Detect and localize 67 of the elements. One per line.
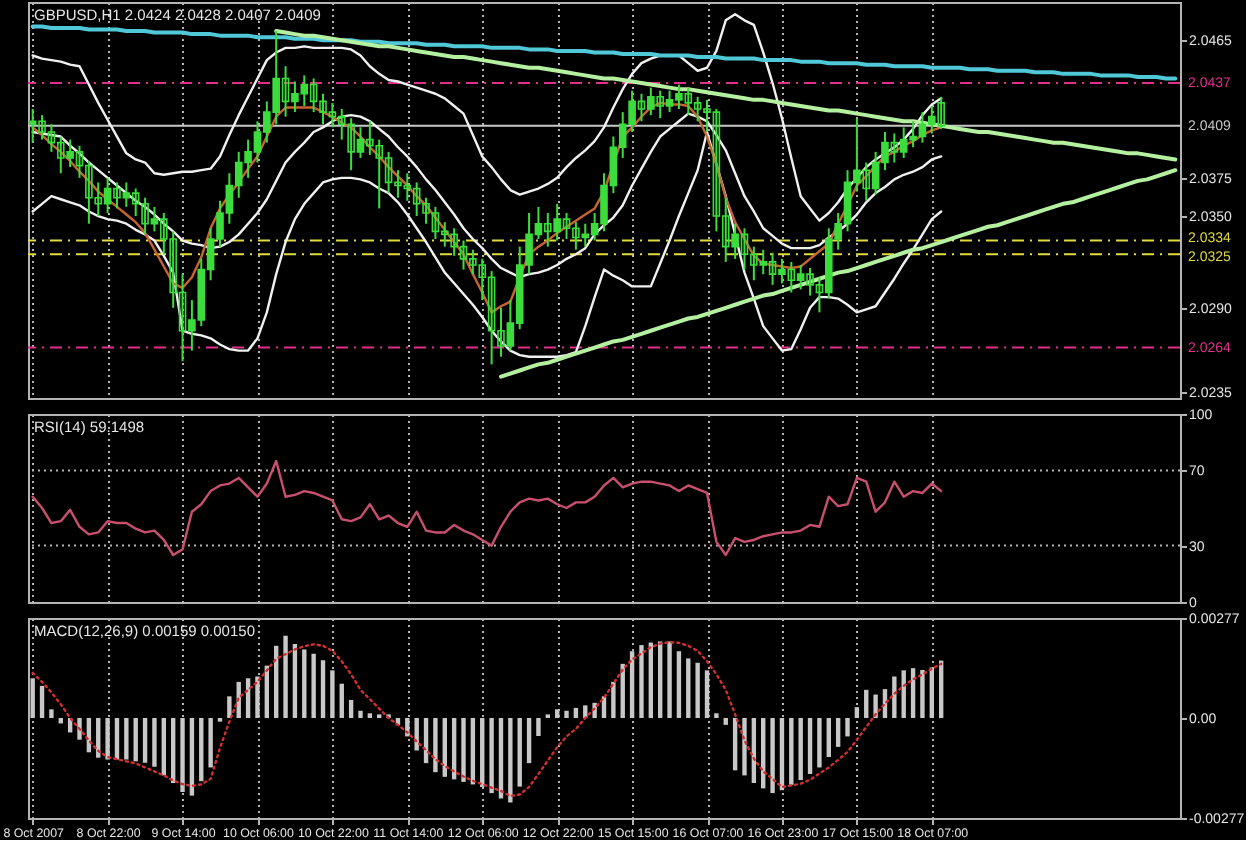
bar — [433, 718, 438, 773]
bar — [789, 718, 794, 785]
bar — [826, 718, 831, 757]
bar — [152, 718, 157, 767]
bar — [742, 718, 747, 776]
bar — [807, 718, 813, 774]
bar — [817, 718, 822, 768]
bar — [489, 718, 494, 794]
bar — [283, 635, 288, 718]
bar — [686, 658, 691, 718]
bar — [255, 676, 260, 718]
bar — [189, 718, 195, 796]
bar — [770, 718, 775, 794]
bar — [180, 718, 185, 793]
line-series — [498, 168, 1178, 379]
bar — [564, 710, 569, 718]
bar — [835, 718, 841, 747]
bar — [77, 718, 82, 740]
bar — [358, 710, 363, 718]
bar — [536, 718, 541, 737]
bar — [704, 670, 710, 718]
bar — [311, 653, 316, 718]
bar — [798, 718, 803, 781]
bar — [142, 718, 148, 763]
bar — [114, 718, 120, 760]
bar — [873, 694, 878, 718]
bar — [554, 709, 560, 718]
line-series — [30, 24, 1178, 81]
bar — [508, 718, 513, 803]
bar — [854, 707, 860, 718]
bar — [227, 696, 232, 718]
bar — [639, 645, 644, 718]
bar — [611, 681, 616, 718]
bar — [124, 718, 129, 760]
bar — [517, 718, 522, 787]
bar — [199, 718, 204, 782]
bar — [929, 667, 934, 718]
line-series — [31, 640, 943, 798]
bar — [573, 707, 579, 718]
line-series — [31, 13, 943, 222]
bar — [892, 676, 897, 718]
bar — [39, 685, 45, 718]
line-series — [31, 459, 943, 557]
bar — [414, 718, 419, 751]
bar — [339, 683, 344, 718]
bar — [845, 718, 850, 737]
bar — [667, 641, 672, 718]
bar — [461, 718, 466, 782]
bar — [30, 678, 35, 718]
bar — [348, 699, 354, 718]
bar — [49, 709, 54, 718]
line-series — [274, 29, 1178, 162]
bar — [105, 718, 110, 760]
bar — [695, 662, 700, 718]
line-series — [31, 112, 943, 279]
bar — [161, 718, 166, 776]
bar — [302, 649, 307, 718]
bar — [208, 718, 213, 768]
bar — [320, 660, 326, 718]
line-series — [31, 130, 943, 358]
bar — [723, 718, 728, 725]
bar — [864, 689, 869, 718]
bar — [133, 718, 138, 762]
bar — [676, 651, 682, 718]
bar — [920, 669, 925, 718]
bar — [526, 718, 532, 764]
bar — [330, 670, 335, 718]
